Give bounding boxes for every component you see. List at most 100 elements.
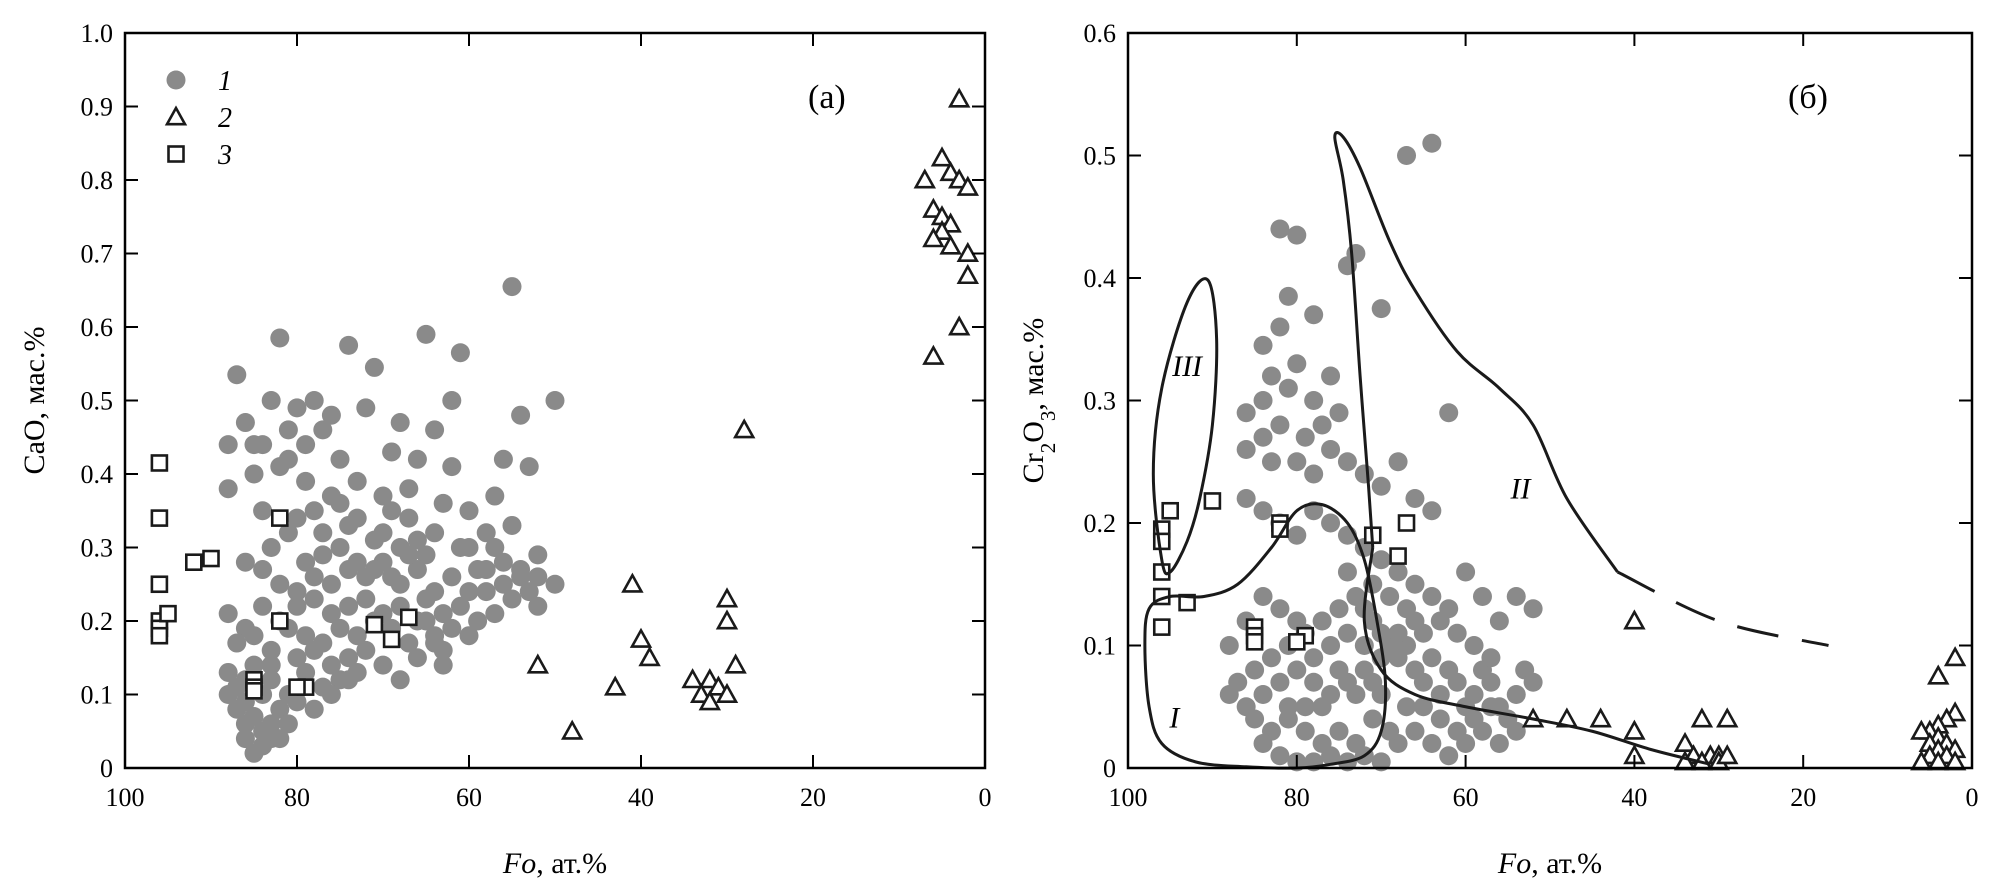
data-point-circle [1329,403,1349,423]
data-point-circle [1261,648,1281,668]
data-point-circle [1278,378,1298,398]
data-point-circle [382,501,402,521]
x-axis-label-italic-part: Fo [502,847,536,880]
data-point-circle [1388,623,1408,643]
data-point-circle [407,560,427,580]
data-point-square [399,608,418,627]
data-point-circle [313,523,333,543]
data-point-circle [1422,133,1442,153]
data-point-circle [330,449,350,469]
data-point-circle [1506,685,1526,704]
panel-b-plot: 100 80 60 40 20 0 0 0.1 0.2 0.3 0.4 0.5 0.6 (б) Fo, … [1017,19,1979,880]
data-point-circle [235,729,255,749]
panel-b-ticks: 100 80 60 40 20 0 0 0.1 0.2 0.3 0.4 0.5 0.6 [1084,19,1979,812]
data-point-square [382,630,401,649]
panel-a-legend: 1 2 3 [164,66,232,171]
data-point-circle [1329,721,1349,741]
y-axis-label-char [1017,396,1050,404]
data-point-circle [433,655,453,675]
data-point-square [1152,618,1171,636]
data-point-circle [1430,611,1450,631]
data-point-square [150,454,169,472]
data-point-circle [296,435,316,455]
data-point-circle [485,538,505,557]
data-point-square [270,509,289,527]
data-point-circle [1304,648,1324,668]
data-point-circle [545,574,565,594]
data-point-circle [1287,452,1307,472]
data-point-circle [416,589,436,609]
data-point-circle [1287,225,1307,245]
data-point-circle [1253,685,1273,704]
data-point-circle [270,574,290,594]
x-tick-label: 60 [1453,783,1479,812]
x-tick-label: 80 [1284,783,1310,812]
data-point-circle [1422,734,1442,753]
data-point-circle [347,471,367,491]
data-point-circle [493,449,513,469]
data-point-circle [1270,317,1290,337]
data-point-circle [347,626,367,646]
data-point-circle [1397,697,1417,717]
data-point-triangle [681,668,704,689]
data-point-circle [253,560,273,580]
x-tick-label: 100 [1109,783,1148,812]
y-tick-label: 0 [100,754,113,783]
y-axis-label-char: а [1017,364,1050,377]
data-point-circle [261,391,281,410]
x-tick-label: 0 [1966,783,1979,812]
data-point-circle [270,699,290,719]
data-point-circle [347,508,367,528]
data-point-circle [261,655,281,675]
data-point-circle [502,515,522,535]
x-axis-label-rest: , ат.% [536,847,607,880]
data-point-triangle [621,572,644,593]
x-tick-label: 20 [1790,783,1816,812]
panel-a-plot: 100 80 60 40 20 0 0 0.1 0.2 0.3 0.4 0.5 0.6 0.7 0.8 0.9… [18,19,992,880]
data-point-circle [244,655,264,675]
data-point-circle [278,449,298,469]
data-point-circle [399,508,419,528]
panel-b-label: (б) [1788,79,1828,116]
data-point-circle [313,420,333,440]
data-point-square [270,612,289,630]
data-point-circle [485,604,505,624]
data-point-circle [1397,146,1417,165]
data-point-circle [1261,452,1281,472]
panel-a-label: (a) [808,79,846,116]
data-point-circle [1321,513,1341,533]
data-point-circle [1236,489,1256,508]
data-point-circle [296,471,316,491]
data-point-circle [1506,587,1526,606]
data-point-circle [1270,219,1290,239]
panel-a-markers [150,87,980,763]
data-point-circle [1439,746,1459,766]
data-point-triangle [724,653,747,674]
data-point-circle [442,391,462,410]
y-tick-label: 0.3 [1084,387,1117,416]
data-point-circle [425,523,445,543]
data-point-circle [399,633,419,653]
data-point-triangle [913,168,937,189]
data-point-square [1245,633,1264,651]
x-tick-label: 60 [456,783,482,812]
legend-label: 2 [218,103,232,134]
legend-marker [166,70,186,90]
data-point-square [150,626,169,645]
data-point-circle [287,582,307,602]
x-axis-label-italic-part: Fo [1497,847,1531,880]
data-point-circle [407,530,427,550]
data-point-circle [1253,734,1273,753]
data-point-circle [407,449,427,469]
data-point-circle [1270,672,1290,692]
data-point-circle [399,479,419,499]
data-point-circle [296,552,316,572]
data-point-triangle [947,87,971,108]
data-point-circle [1346,685,1366,704]
data-point-circle [485,486,505,506]
y-tick-label: 0.1 [1084,632,1117,661]
data-point-circle [1329,599,1349,619]
data-point-triangle [956,263,980,285]
data-point-triangle [1927,664,1950,685]
